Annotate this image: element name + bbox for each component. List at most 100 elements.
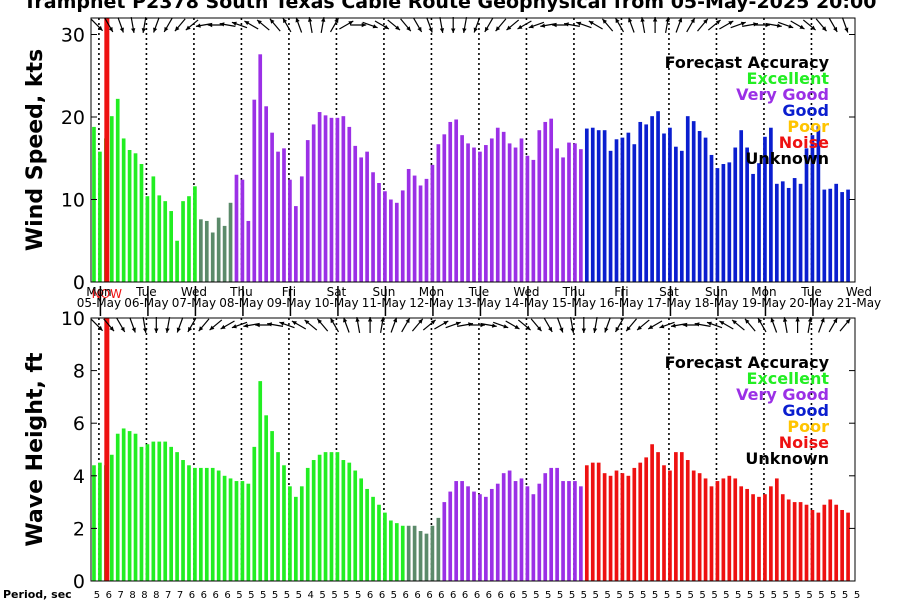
wind-direction-arrow: [256, 19, 270, 31]
wave-bar: [353, 470, 358, 581]
wind-arrow-head: [588, 21, 594, 26]
period-value: 5: [521, 590, 527, 600]
wave-legend-entry: Good: [782, 401, 829, 420]
wave-arrow-head: [142, 328, 148, 333]
wind-direction-arrow: [282, 17, 292, 33]
wind-bar: [311, 124, 316, 282]
wind-arrow-head: [833, 26, 838, 32]
period-value: 6: [379, 590, 385, 600]
wind-bar: [555, 148, 559, 282]
wind-direction-arrow: [329, 17, 340, 33]
wind-arrow-head: [495, 26, 501, 32]
period-value: 5: [794, 590, 800, 600]
wind-arrow-head: [665, 17, 670, 22]
wind-bar: [406, 168, 411, 282]
wind-direction-arrow: [601, 18, 614, 32]
wind-arrow-head: [788, 24, 794, 29]
wind-bar: [650, 116, 654, 282]
wind-direction-arrow: [413, 17, 423, 33]
wind-direction-arrow: [320, 16, 326, 34]
wind-bar: [721, 164, 726, 282]
wind-legend-entry: Poor: [787, 117, 829, 136]
wind-direction-arrow: [540, 23, 557, 28]
wind-bar: [175, 240, 179, 282]
wave-bar: [573, 481, 577, 581]
wind-bar: [543, 121, 548, 282]
wave-direction-arrow: [581, 317, 586, 333]
period-value: 7: [177, 590, 183, 600]
wind-direction-arrow: [815, 18, 827, 32]
wind-arrow-head: [810, 25, 816, 31]
day-of-week-label: Sun: [373, 285, 396, 299]
period-value: 6: [213, 590, 219, 600]
wave-direction-arrow: [659, 321, 675, 329]
wind-bar: [590, 127, 595, 282]
period-value: 5: [533, 590, 539, 600]
wave-bar: [656, 452, 660, 581]
wind-arrow-head: [257, 19, 262, 25]
wave-bar: [816, 512, 821, 581]
period-value: 5: [248, 590, 254, 600]
wind-direction-arrow: [339, 20, 354, 30]
wave-bar: [436, 517, 441, 581]
wave-bar: [169, 446, 173, 581]
wind-arrow-head: [528, 24, 534, 29]
date-label: 16-May: [599, 296, 643, 310]
wind-bar: [495, 127, 500, 282]
wave-direction-arrow: [556, 317, 564, 333]
wind-bar: [507, 143, 512, 282]
wind-bar: [769, 127, 773, 282]
wave-direction-arrow: [694, 322, 711, 327]
wind-bar: [341, 116, 346, 282]
wave-direction-arrow: [530, 318, 542, 332]
wind-bar: [472, 147, 476, 282]
wind-bar: [353, 145, 358, 283]
wind-direction-arrow: [790, 20, 805, 30]
wave-arrow-head: [795, 317, 800, 322]
wind-arrow-head: [174, 26, 180, 32]
wind-bar: [715, 168, 720, 282]
wave-arrow-head: [255, 322, 260, 328]
wind-bar: [703, 137, 708, 283]
wave-bar: [561, 481, 565, 581]
wave-bar: [299, 486, 304, 581]
period-value: 5: [557, 590, 563, 600]
wave-bar: [804, 504, 809, 581]
wave-bar: [228, 478, 233, 581]
wave-bar: [674, 452, 678, 581]
wave-arrow-head: [770, 317, 775, 323]
wave-direction-arrow: [517, 319, 531, 331]
wind-arrow-head: [678, 17, 683, 23]
period-value: 5: [723, 590, 729, 600]
wind-bar: [685, 116, 690, 282]
wind-arrow-head: [119, 27, 124, 33]
wind-arrow-head: [383, 24, 389, 29]
wave-direction-arrow: [279, 321, 295, 329]
wind-arrow-head: [451, 28, 456, 33]
wind-bar: [187, 196, 191, 282]
period-value: 5: [652, 590, 658, 600]
period-value: 6: [450, 590, 456, 600]
wave-direction-arrow: [505, 320, 520, 330]
wave-direction-arrow: [154, 317, 159, 333]
wave-direction-arrow: [329, 317, 340, 333]
date-label: 13-May: [457, 296, 501, 310]
wave-bar: [276, 452, 280, 581]
wave-direction-arrow: [116, 317, 126, 333]
wind-direction-arrow: [374, 20, 390, 30]
date-label: 19-May: [742, 296, 786, 310]
wind-bar: [674, 146, 678, 282]
wave-bar: [359, 478, 364, 581]
wind-bar: [418, 185, 423, 282]
wind-bar: [442, 134, 447, 282]
wind-bar: [389, 199, 393, 282]
period-value: 5: [830, 590, 836, 600]
period-value: 5: [628, 590, 634, 600]
wave-bar: [608, 475, 613, 581]
wind-bar: [679, 150, 684, 282]
wave-direction-arrow: [380, 316, 385, 334]
wave-direction-arrow: [198, 318, 210, 332]
wind-bar: [656, 111, 660, 282]
wave-bar: [442, 502, 447, 581]
wind-now-line: [104, 18, 110, 282]
